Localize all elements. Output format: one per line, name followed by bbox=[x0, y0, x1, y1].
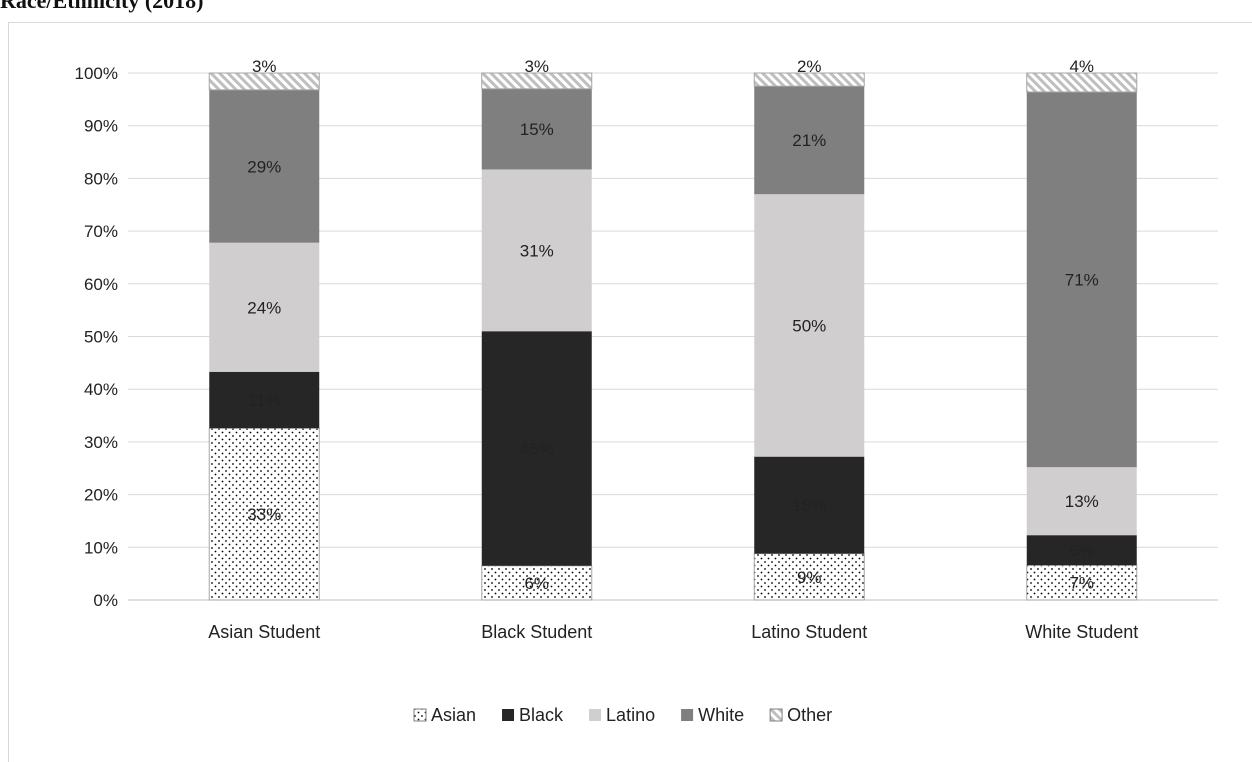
bar-segment-white bbox=[754, 86, 865, 195]
bar-segment-other bbox=[1026, 72, 1138, 93]
data-label-black: 45% bbox=[520, 439, 554, 458]
bar-segment-asian bbox=[1026, 564, 1138, 601]
legend-item-white: White bbox=[681, 705, 744, 725]
y-tick-label: 50% bbox=[84, 328, 118, 347]
bars: 33% 11% 24% 29% 3% 6% 45% 31% 15% 3% 9% 18% 50% 21% 2%… bbox=[208, 57, 1138, 601]
y-tick-label: 90% bbox=[84, 117, 118, 136]
bar-segment-latino bbox=[209, 242, 320, 372]
bar-segment-latino bbox=[754, 194, 865, 457]
data-label-asian: 9% bbox=[797, 568, 822, 587]
data-label-white: 29% bbox=[247, 157, 281, 176]
legend-swatch bbox=[681, 709, 694, 721]
bar-segment-other bbox=[481, 72, 593, 90]
bar-segment-black bbox=[209, 371, 320, 429]
y-tick-label: 30% bbox=[84, 433, 118, 452]
bar-group-white-student: 7% 6% 13% 71% 4% bbox=[1026, 57, 1138, 601]
data-label-latino: 50% bbox=[792, 316, 826, 335]
data-label-black: 6% bbox=[1069, 541, 1094, 560]
y-tick-label: 100% bbox=[75, 64, 118, 83]
y-axis: 0% 10% 20% 30% 40% 50% 60% 70% 80% 90% 100% bbox=[75, 64, 118, 610]
y-tick-label: 60% bbox=[84, 275, 118, 294]
bar-group-black-student: 6% 45% 31% 15% 3% bbox=[481, 57, 593, 601]
legend-item-other: Other bbox=[769, 705, 832, 725]
legend-label: White bbox=[698, 705, 744, 725]
legend: Asian Black Latino White Other bbox=[413, 705, 832, 725]
x-axis: Asian Student Black Student Latino Student… bbox=[208, 622, 1138, 642]
data-label-other: 3% bbox=[524, 57, 549, 76]
data-label-latino: 31% bbox=[520, 241, 554, 260]
bar-segment-latino bbox=[481, 169, 592, 332]
chart-frame bbox=[8, 22, 1252, 762]
y-tick-label: 70% bbox=[84, 222, 118, 241]
data-label-white: 15% bbox=[520, 120, 554, 139]
bar-segment-black bbox=[1026, 535, 1137, 566]
data-label-latino: 13% bbox=[1065, 492, 1099, 511]
data-label-black: 11% bbox=[248, 391, 281, 410]
legend-swatch bbox=[502, 709, 515, 721]
x-tick-label: Latino Student bbox=[751, 622, 867, 642]
legend-swatch bbox=[769, 708, 783, 722]
bar-segment-latino bbox=[1026, 467, 1137, 536]
data-label-white: 71% bbox=[1065, 271, 1099, 290]
y-tick-label: 0% bbox=[93, 591, 118, 610]
legend-label: Black bbox=[519, 705, 564, 725]
bar-segment-white bbox=[209, 89, 320, 243]
y-tick-label: 20% bbox=[84, 486, 118, 505]
legend-label: Other bbox=[787, 705, 832, 725]
legend-swatch bbox=[413, 708, 427, 722]
data-label-asian: 7% bbox=[1069, 574, 1094, 593]
legend-item-latino: Latino bbox=[589, 705, 655, 725]
chart-caption: Race/Ethnicity (2018) bbox=[0, 0, 204, 13]
data-label-white: 21% bbox=[792, 131, 826, 150]
bar-segment-white bbox=[1026, 91, 1137, 468]
bar-segment-white bbox=[481, 88, 592, 170]
bar-segment-other bbox=[753, 72, 865, 87]
y-tick-label: 80% bbox=[84, 169, 118, 188]
y-tick-label: 10% bbox=[84, 538, 118, 557]
data-label-black: 18% bbox=[792, 496, 826, 515]
data-label-other: 4% bbox=[1069, 57, 1094, 76]
data-label-asian: 6% bbox=[524, 574, 549, 593]
legend-swatch bbox=[589, 709, 602, 721]
legend-item-black: Black bbox=[502, 705, 564, 725]
data-label-latino: 24% bbox=[247, 298, 281, 317]
bar-group-asian-student: 33% 11% 24% 29% 3% bbox=[208, 57, 320, 601]
y-tick-label: 40% bbox=[84, 380, 118, 399]
x-tick-label: Black Student bbox=[481, 622, 592, 642]
bar-segment-asian bbox=[753, 553, 865, 601]
bar-segment-asian bbox=[208, 427, 320, 601]
legend-item-asian: Asian bbox=[413, 705, 476, 725]
bar-segment-black bbox=[481, 331, 592, 566]
bar-segment-black bbox=[754, 456, 865, 554]
legend-label: Asian bbox=[431, 705, 476, 725]
x-tick-label: Asian Student bbox=[208, 622, 320, 642]
x-tick-label: White Student bbox=[1025, 622, 1138, 642]
bar-segment-other bbox=[208, 72, 320, 91]
data-label-other: 3% bbox=[252, 57, 277, 76]
data-label-other: 2% bbox=[797, 57, 822, 76]
legend-label: Latino bbox=[606, 705, 655, 725]
data-label-asian: 33% bbox=[247, 505, 281, 524]
bar-group-latino-student: 9% 18% 50% 21% 2% bbox=[753, 57, 865, 601]
